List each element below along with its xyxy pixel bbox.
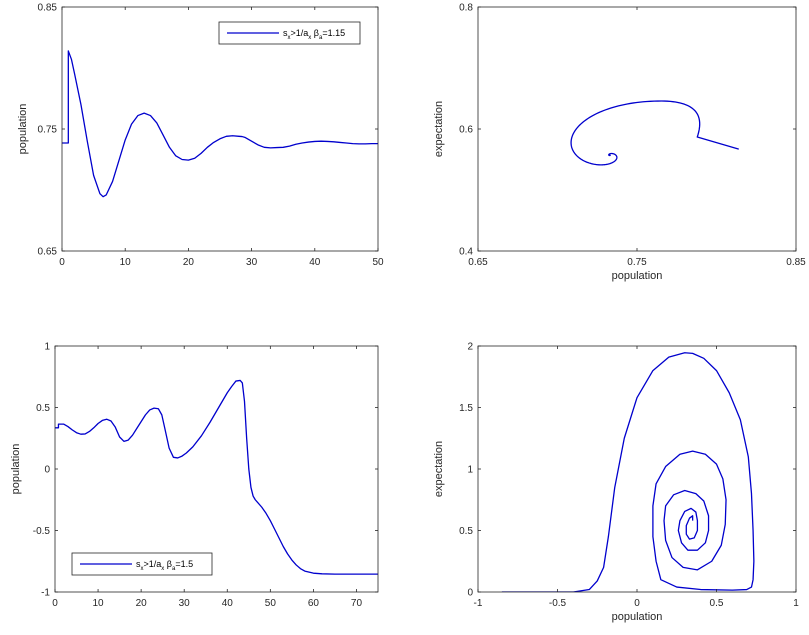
series-line [501,352,755,592]
legend-label: sx>1/ax βa=1.15 [283,28,345,41]
x-tick-label: 40 [309,257,321,268]
x-tick-label: 0.65 [468,257,488,268]
series-line [55,379,378,575]
y-tick-label: 2 [467,342,473,353]
x-tick-label: 50 [265,598,277,609]
y-axis-label: population [10,444,22,495]
x-axis-label: population [612,270,663,282]
x-tick-label: 40 [222,598,234,609]
chart-4: -1 -0.5 0 0.5 1 0 0.5 1 1.5 2 population expectatio… [433,342,799,624]
series-line [570,100,739,166]
y-tick-label: 0.75 [38,125,58,136]
legend: sx>1/ax βa=1.5 [71,552,213,576]
axes-box [477,345,797,593]
legend: sx>1/ax βa=1.15 [218,21,361,45]
y-tick-label: 1 [467,465,473,476]
x-tick-label: 20 [183,257,195,268]
x-tick-label: 0.85 [786,257,806,268]
x-tick-label: 0 [59,257,65,268]
x-tick-label: -1 [474,598,483,609]
chart-3: 0 10 20 30 40 50 60 70 -1 -0.5 0 0.5 1 population sx>1… [10,342,379,609]
y-tick-label: 1.5 [459,403,473,414]
y-tick-label: 0.65 [38,247,58,258]
y-tick-label: 0.6 [459,125,473,136]
y-tick-label: 0 [44,465,50,476]
x-tick-label: 0.5 [710,598,724,609]
x-tick-label: -0.5 [549,598,567,609]
x-tick-label: 30 [179,598,191,609]
y-axis-label: expectation [433,441,445,497]
x-tick-label: 50 [372,257,384,268]
y-tick-label: 0.8 [459,3,473,14]
y-tick-label: 0.5 [36,403,50,414]
y-tick-label: 0.85 [38,3,58,14]
y-tick-label: -0.5 [33,526,51,537]
chart-2: 0.65 0.75 0.85 0.4 0.6 0.8 population expectati… [433,3,806,283]
y-axis-label: expectation [433,101,445,157]
y-tick-label: 0.4 [459,247,473,258]
y-tick-label: -1 [41,588,50,599]
chart-1: 0 10 20 30 40 50 0.65 0.75 0.85 population sx>1/ax… [17,3,384,269]
legend-box [218,21,361,45]
y-tick-label: 0 [467,588,473,599]
x-tick-label: 1 [793,598,799,609]
y-axis-label: population [17,104,29,155]
x-tick-label: 0.75 [627,257,647,268]
legend-box [71,552,213,576]
x-tick-label: 20 [136,598,148,609]
y-tick-label: 1 [44,342,50,353]
x-tick-label: 0 [52,598,58,609]
x-tick-label: 0 [634,598,640,609]
series-line [62,50,378,198]
x-tick-label: 60 [308,598,320,609]
axes-box [477,6,797,252]
x-tick-label: 10 [93,598,105,609]
x-tick-label: 30 [246,257,258,268]
x-axis-label: population [612,611,663,623]
legend-label: sx>1/ax βa=1.5 [136,559,193,572]
x-tick-label: 10 [120,257,132,268]
y-tick-label: 0.5 [459,526,473,537]
x-tick-label: 70 [351,598,363,609]
